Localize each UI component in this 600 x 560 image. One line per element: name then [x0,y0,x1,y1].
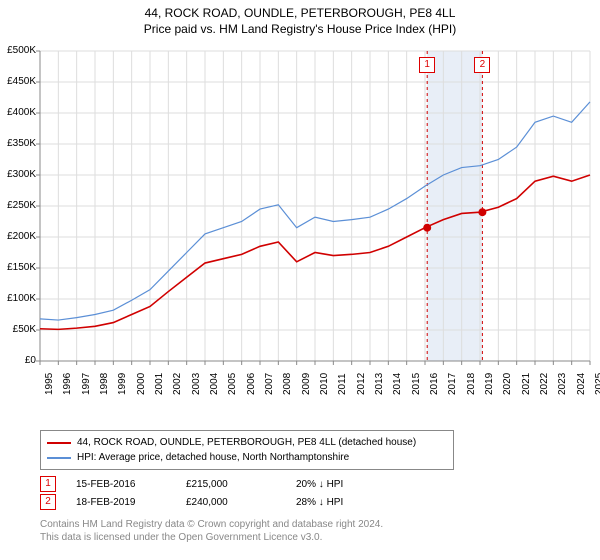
y-axis-label: £350K [0,138,36,149]
y-axis-label: £400K [0,107,36,118]
legend: 44, ROCK ROAD, OUNDLE, PETERBOROUGH, PE8… [40,430,454,470]
x-axis-label: 2014 [392,373,403,395]
x-axis-label: 2020 [502,373,513,395]
sale-marker: 1 [40,476,56,492]
x-axis-label: 2011 [337,374,348,396]
x-axis-label: 2009 [301,373,312,395]
y-axis-label: £300K [0,169,36,180]
sale-date: 15-FEB-2016 [76,479,186,490]
sale-price: £240,000 [186,497,296,508]
y-axis-label: £250K [0,200,36,211]
footer-line2: This data is licensed under the Open Gov… [40,531,383,544]
legend-label: 44, ROCK ROAD, OUNDLE, PETERBOROUGH, PE8… [77,435,416,450]
sale-row: 1 15-FEB-2016£215,00020% ↓ HPI [40,475,406,493]
x-axis-label: 2017 [447,373,458,395]
x-axis-label: 2008 [282,373,293,395]
y-axis-label: £50K [0,324,36,335]
sale-price: £215,000 [186,479,296,490]
y-axis-label: £500K [0,45,36,56]
x-axis-label: 2006 [246,373,257,395]
x-axis-label: 2005 [227,373,238,395]
chart-title: 44, ROCK ROAD, OUNDLE, PETERBOROUGH, PE8… [0,0,600,22]
x-axis-label: 2018 [466,373,477,395]
x-axis-label: 2001 [154,373,165,395]
x-axis-label: 2013 [374,373,385,395]
sales-table: 1 15-FEB-2016£215,00020% ↓ HPI 2 18-FEB-201… [40,475,406,511]
sale-date: 18-FEB-2019 [76,497,186,508]
x-axis-label: 2016 [429,373,440,395]
x-axis-label: 2003 [191,373,202,395]
x-axis-label: 1999 [117,373,128,395]
x-axis-label: 2024 [576,373,587,395]
sale-delta: 20% ↓ HPI [296,479,406,490]
chart-svg [0,41,600,421]
x-axis-label: 1997 [81,373,92,395]
x-axis-label: 2022 [539,373,550,395]
x-axis-label: 2002 [172,373,183,395]
y-axis-label: £100K [0,293,36,304]
x-axis-label: 2025 [594,373,600,395]
legend-label: HPI: Average price, detached house, Nort… [77,450,349,465]
x-axis-label: 2015 [411,373,422,395]
footer-text: Contains HM Land Registry data © Crown c… [40,518,383,544]
chart-area: £0 £50K £100K £150K £200K £250K £300K £350K £400… [0,41,600,421]
x-axis-label: 2019 [484,373,495,395]
legend-row: 44, ROCK ROAD, OUNDLE, PETERBOROUGH, PE8… [47,435,447,450]
chart-container: 44, ROCK ROAD, OUNDLE, PETERBOROUGH, PE8… [0,0,600,560]
x-axis-label: 2007 [264,373,275,395]
x-axis-label: 2000 [136,373,147,395]
event-marker: 1 [419,57,435,73]
event-marker: 2 [474,57,490,73]
y-axis-label: £0 [0,355,36,366]
sale-row: 2 18-FEB-2019£240,00028% ↓ HPI [40,493,406,511]
x-axis-label: 1998 [99,373,110,395]
footer-line1: Contains HM Land Registry data © Crown c… [40,518,383,531]
x-axis-label: 2010 [319,373,330,395]
x-axis-label: 2012 [356,373,367,395]
x-axis-label: 2023 [557,373,568,395]
sale-delta: 28% ↓ HPI [296,497,406,508]
y-axis-label: £450K [0,76,36,87]
x-axis-label: 1996 [62,373,73,395]
y-axis-label: £200K [0,231,36,242]
chart-subtitle: Price paid vs. HM Land Registry's House … [0,22,600,42]
sale-marker: 2 [40,494,56,510]
x-axis-label: 2004 [209,373,220,395]
legend-row: HPI: Average price, detached house, Nort… [47,450,447,465]
legend-swatch [47,442,71,444]
x-axis-label: 1995 [44,373,55,395]
legend-swatch [47,457,71,459]
x-axis-label: 2021 [521,373,532,395]
y-axis-label: £150K [0,262,36,273]
